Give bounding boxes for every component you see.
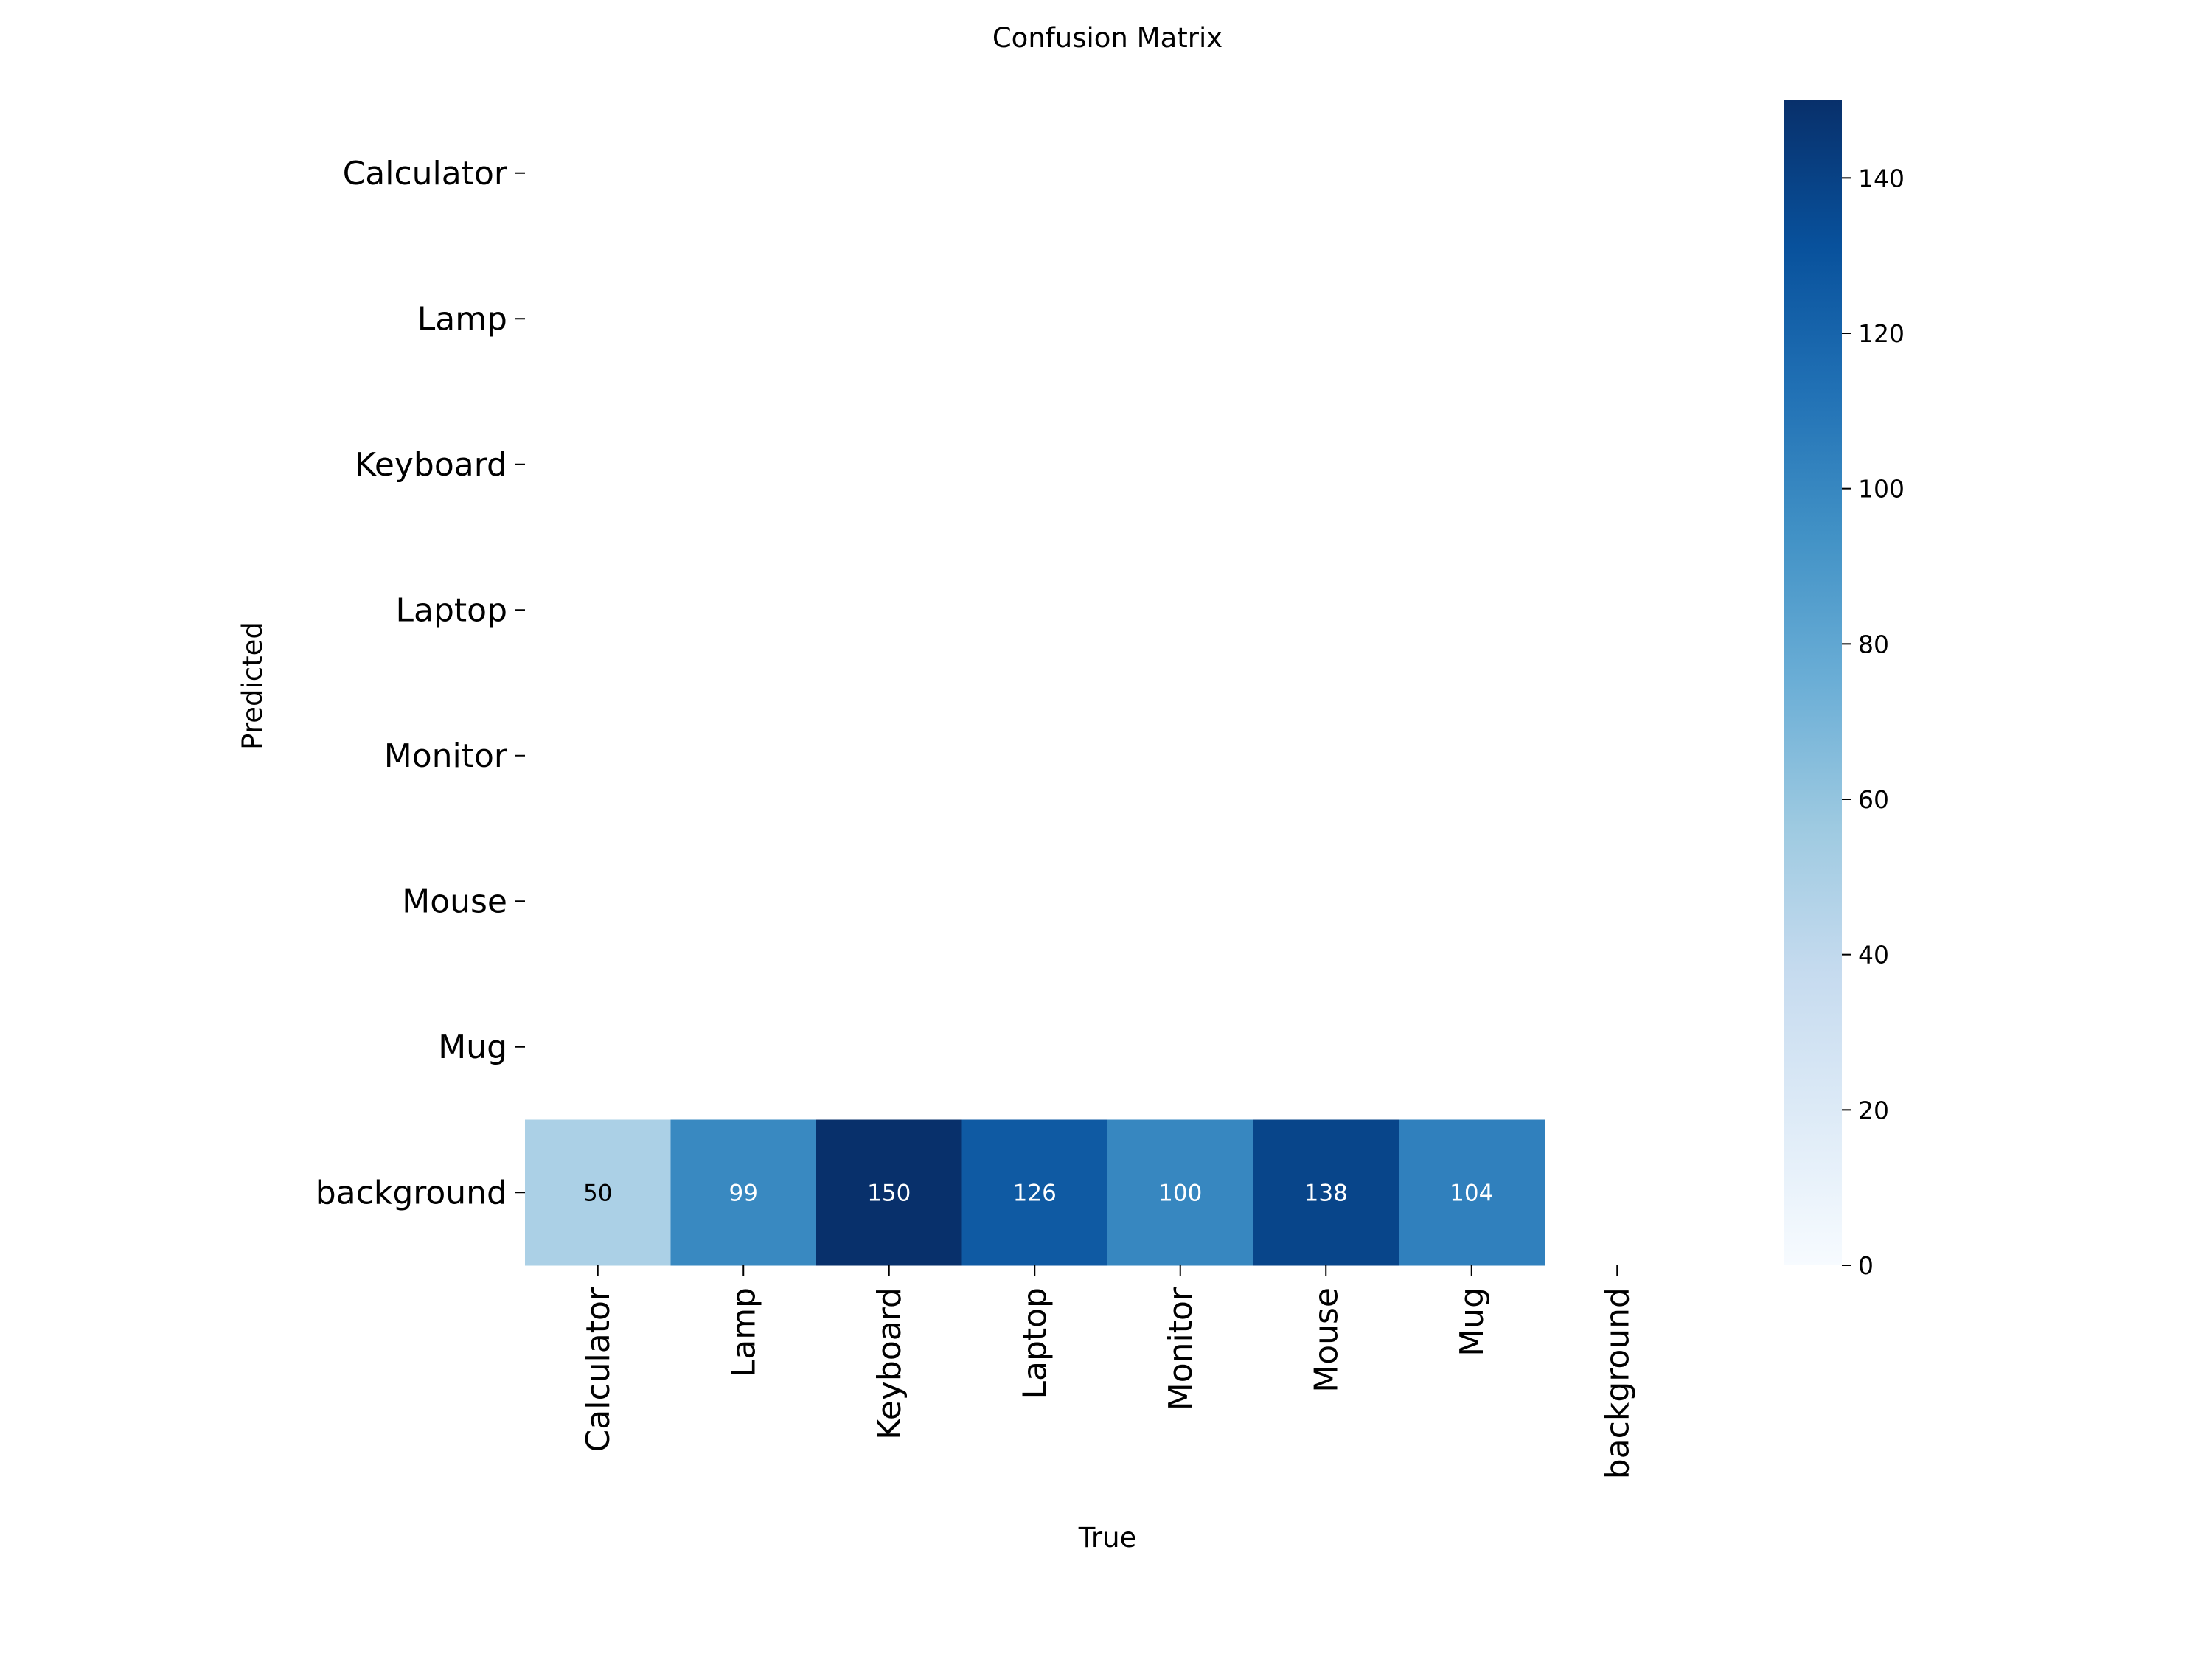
x-axis-title: True xyxy=(1078,1522,1137,1554)
y-axis-title: Predicted xyxy=(237,622,268,750)
x-axis-ticks: Calculator Lamp Keyboard Laptop Monitor Mouse… xyxy=(580,1265,1636,1479)
x-tick-label: Lamp xyxy=(725,1287,762,1377)
y-tick-label: Mug xyxy=(438,1029,507,1066)
y-tick-label: Monitor xyxy=(384,737,508,775)
y-tick-label: Laptop xyxy=(395,591,507,629)
y-tick-label: Calculator xyxy=(343,155,508,192)
x-tick-label: Keyboard xyxy=(871,1287,908,1440)
colorbar-tick-label: 20 xyxy=(1858,1096,1889,1124)
y-tick-label: Mouse xyxy=(402,883,507,920)
colorbar-tick-label: 0 xyxy=(1858,1251,1874,1280)
cell-value-label: 104 xyxy=(1450,1180,1493,1206)
colorbar: 0 20 40 60 80 100 120 140 xyxy=(1784,100,1905,1280)
x-tick-label: Calculator xyxy=(580,1287,617,1452)
colorbar-tick-label: 60 xyxy=(1858,785,1889,814)
colorbar-tick-label: 80 xyxy=(1858,630,1889,658)
cell-value-label: 99 xyxy=(729,1180,758,1206)
heatmap-cell xyxy=(1399,1119,1545,1266)
heatmap-cells: 50 99 150 126 100 138 104 xyxy=(525,1119,1545,1266)
x-tick-label: Mouse xyxy=(1307,1287,1345,1393)
heatmap-cell xyxy=(1253,1119,1399,1266)
heatmap-cell xyxy=(525,1119,671,1266)
x-tick-label: Laptop xyxy=(1016,1287,1054,1399)
chart-title: Confusion Matrix xyxy=(992,22,1222,54)
colorbar-tick-label: 120 xyxy=(1858,319,1905,348)
x-tick-label: Mug xyxy=(1453,1287,1491,1357)
y-tick-label: Lamp xyxy=(417,300,507,338)
cell-value-label: 150 xyxy=(867,1180,911,1206)
cell-value-label: 50 xyxy=(583,1180,612,1206)
colorbar-tick-label: 140 xyxy=(1858,164,1905,192)
x-tick-label: background xyxy=(1599,1287,1636,1479)
colorbar-gradient xyxy=(1784,100,1842,1265)
cell-value-label: 100 xyxy=(1158,1180,1202,1206)
cell-value-label: 138 xyxy=(1304,1180,1348,1206)
x-tick-label: Monitor xyxy=(1162,1287,1200,1411)
y-tick-label: background xyxy=(316,1174,507,1211)
colorbar-ticks: 0 20 40 60 80 100 120 140 xyxy=(1842,164,1905,1280)
heatmap-cell xyxy=(670,1119,817,1266)
heatmap-cell xyxy=(1107,1119,1253,1266)
colorbar-tick-label: 40 xyxy=(1858,941,1889,970)
heatmap-cell xyxy=(816,1119,962,1266)
cell-value-label: 126 xyxy=(1013,1180,1057,1206)
y-tick-label: Keyboard xyxy=(355,446,507,484)
colorbar-tick-label: 100 xyxy=(1858,475,1905,504)
heatmap-cell xyxy=(961,1119,1108,1266)
y-axis-ticks: Calculator Lamp Keyboard Laptop Monitor Mouse… xyxy=(316,155,525,1211)
